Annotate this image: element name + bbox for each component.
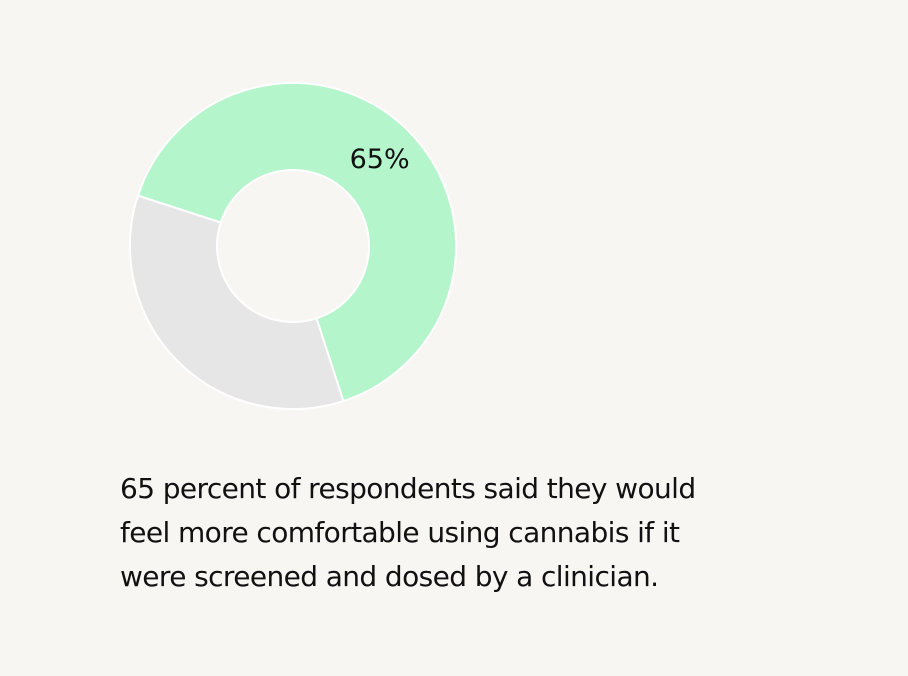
- donut-chart: 65%: [129, 82, 457, 410]
- donut-slice-0: [136, 82, 457, 403]
- chart-caption: 65 percent of respondents said they woul…: [120, 472, 696, 593]
- donut-slice-1: [129, 194, 345, 410]
- donut-slices: [129, 82, 457, 410]
- donut-slice-label-0: 65%: [350, 144, 410, 175]
- donut-labels: 65%: [350, 144, 410, 175]
